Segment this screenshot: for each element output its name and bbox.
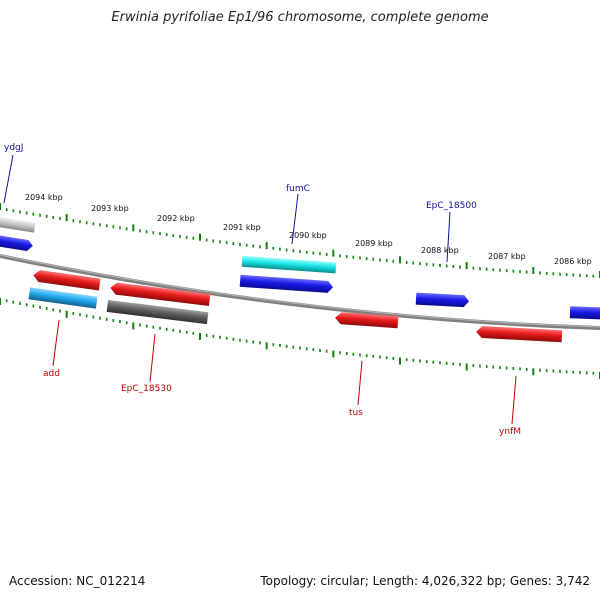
gene-ynfM[interactable] [476, 326, 563, 343]
leader-EpC-18500 [446, 211, 451, 263]
gene-EpC-18500[interactable] [415, 292, 470, 308]
page-title: Erwinia pyrifoliae Ep1/96 chromosome, co… [111, 10, 489, 25]
kbp-label: 2089 kbp [355, 239, 393, 248]
kbp-label: 2086 kbp [554, 257, 592, 266]
accession-value: NC_012214 [76, 574, 146, 588]
gene-EpC-18530[interactable] [106, 299, 209, 325]
gene-label-ydgJ: ydgJ [4, 143, 23, 153]
leader-ynfM [511, 375, 517, 425]
topology-line: Topology: circular; Length: 4,026,322 bp… [260, 574, 590, 588]
kbp-label: 2093 kbp [91, 204, 129, 213]
gene-label-add: add [43, 369, 60, 379]
lower-tick-scale [0, 298, 600, 379]
kbp-label: 2094 kbp [25, 193, 63, 202]
upper-tick-scale [0, 203, 600, 278]
gene-label-EpC-18500: EpC_18500 [426, 201, 477, 211]
gene-fumC-cyan[interactable] [241, 255, 337, 274]
accession-line: Accession: NC_012214 [9, 574, 145, 588]
leader-ydgJ [3, 154, 14, 204]
kbp-label: 2091 kbp [223, 223, 261, 232]
kbp-label: 2088 kbp [421, 246, 459, 255]
chromosome-backbone [0, 254, 600, 330]
accession-label: Accession: [9, 574, 73, 588]
leader-EpC-18530 [149, 333, 156, 383]
gene-label-fumC: fumC [286, 184, 310, 194]
gene-ydgJ-light[interactable] [0, 216, 36, 233]
gene-tus[interactable] [335, 312, 399, 329]
gene-add-red[interactable] [32, 269, 101, 291]
leader-add [52, 319, 60, 367]
kbp-label: 2087 kbp [488, 252, 526, 261]
gene-right-edge[interactable] [569, 306, 600, 320]
gene-label-tus: tus [349, 408, 363, 418]
gene-add[interactable] [28, 287, 98, 309]
kbp-label: 2092 kbp [157, 214, 195, 223]
gene-label-EpC-18530: EpC_18530 [121, 384, 172, 394]
leader-tus [357, 360, 363, 406]
gene-fumC[interactable] [239, 274, 334, 293]
gene-EpC-18530-red[interactable] [110, 282, 211, 307]
kbp-label: 2090 kbp [289, 231, 327, 240]
leader-fumC [291, 193, 299, 245]
gene-ydgJ[interactable] [0, 234, 34, 252]
gene-label-ynfM: ynfM [499, 427, 521, 437]
